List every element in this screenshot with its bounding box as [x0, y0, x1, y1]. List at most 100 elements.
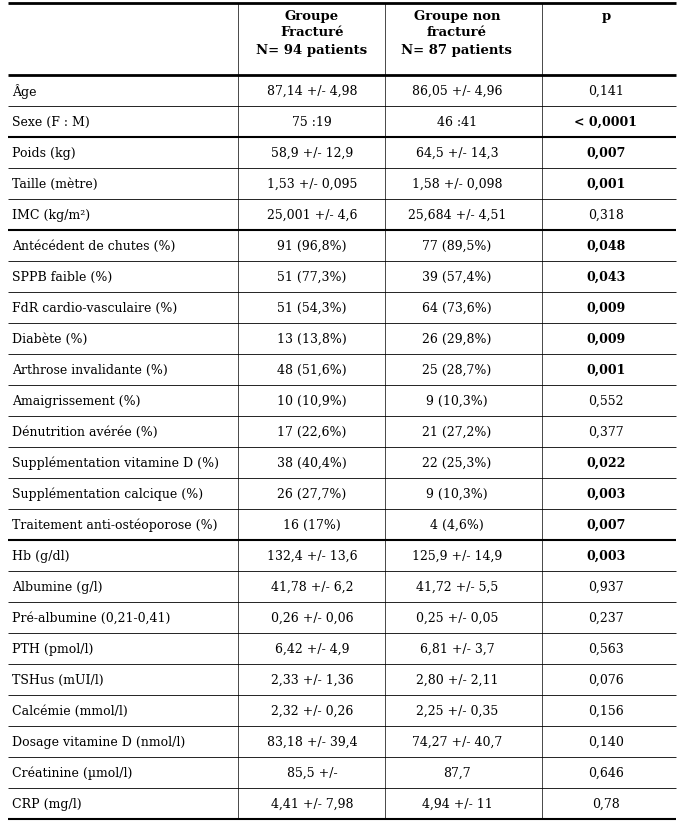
Text: Poids (kg): Poids (kg): [12, 147, 76, 160]
Text: 9 (10,3%): 9 (10,3%): [426, 487, 488, 500]
Text: 0,26 +/- 0,06: 0,26 +/- 0,06: [271, 611, 353, 624]
Text: 87,7: 87,7: [443, 766, 471, 779]
Text: SPPB faible (%): SPPB faible (%): [12, 270, 112, 284]
Text: Groupe: Groupe: [285, 10, 339, 23]
Text: 10 (10,9%): 10 (10,9%): [277, 394, 347, 408]
Text: 26 (29,8%): 26 (29,8%): [422, 332, 492, 346]
Text: FdR cardio-vasculaire (%): FdR cardio-vasculaire (%): [12, 302, 177, 314]
Text: 77 (89,5%): 77 (89,5%): [422, 240, 492, 253]
Text: 0,141: 0,141: [588, 85, 624, 98]
Text: Albumine (g/l): Albumine (g/l): [12, 581, 103, 593]
Text: 0,076: 0,076: [588, 673, 624, 686]
Text: 25,001 +/- 4,6: 25,001 +/- 4,6: [267, 208, 357, 222]
Text: 91 (96,8%): 91 (96,8%): [277, 240, 347, 253]
Text: 0,937: 0,937: [588, 581, 624, 593]
Text: 0,563: 0,563: [588, 643, 624, 655]
Text: Diabète (%): Diabète (%): [12, 332, 88, 346]
Text: 0,003: 0,003: [586, 549, 625, 562]
Text: 39 (57,4%): 39 (57,4%): [422, 270, 492, 284]
Text: 51 (77,3%): 51 (77,3%): [277, 270, 347, 284]
Text: 4 (4,6%): 4 (4,6%): [430, 519, 484, 532]
Text: 0,156: 0,156: [588, 704, 624, 717]
Text: 0,646: 0,646: [588, 766, 624, 779]
Text: 51 (54,3%): 51 (54,3%): [277, 302, 347, 314]
Text: 2,80 +/- 2,11: 2,80 +/- 2,11: [416, 673, 498, 686]
Text: 6,42 +/- 4,9: 6,42 +/- 4,9: [275, 643, 350, 655]
Text: 58,9 +/- 12,9: 58,9 +/- 12,9: [271, 147, 353, 160]
Text: 74,27 +/- 40,7: 74,27 +/- 40,7: [412, 735, 502, 748]
Text: 0,003: 0,003: [586, 487, 625, 500]
Text: 0,022: 0,022: [586, 457, 626, 470]
Text: 22 (25,3%): 22 (25,3%): [422, 457, 492, 470]
Text: 41,72 +/- 5,5: 41,72 +/- 5,5: [416, 581, 498, 593]
Text: 16 (17%): 16 (17%): [283, 519, 341, 532]
Text: 2,32 +/- 0,26: 2,32 +/- 0,26: [271, 704, 353, 717]
Text: fracturé: fracturé: [427, 26, 487, 39]
Text: 4,94 +/- 11: 4,94 +/- 11: [421, 797, 492, 810]
Text: 83,18 +/- 39,4: 83,18 +/- 39,4: [267, 735, 357, 748]
Text: IMC (kg/m²): IMC (kg/m²): [12, 208, 90, 222]
Text: Traitement anti-ostéoporose (%): Traitement anti-ostéoporose (%): [12, 519, 218, 532]
Text: Dénutrition avérée (%): Dénutrition avérée (%): [12, 425, 157, 438]
Text: 0,009: 0,009: [586, 332, 625, 346]
Text: 132,4 +/- 13,6: 132,4 +/- 13,6: [267, 549, 357, 562]
Text: Calcémie (mmol/l): Calcémie (mmol/l): [12, 704, 128, 717]
Text: 0,001: 0,001: [586, 364, 626, 376]
Text: 1,53 +/- 0,095: 1,53 +/- 0,095: [267, 178, 357, 191]
Text: 0,237: 0,237: [588, 611, 624, 624]
Text: Antécédent de chutes (%): Antécédent de chutes (%): [12, 240, 175, 253]
Text: Amaigrissement (%): Amaigrissement (%): [12, 394, 140, 408]
Text: 0,140: 0,140: [588, 735, 624, 748]
Text: Âge: Âge: [12, 84, 36, 99]
Text: 6,81 +/- 3,7: 6,81 +/- 3,7: [419, 643, 495, 655]
Text: 0,25 +/- 0,05: 0,25 +/- 0,05: [416, 611, 498, 624]
Text: 46 :41: 46 :41: [437, 116, 477, 129]
Text: 0,001: 0,001: [586, 178, 626, 191]
Text: Créatinine (µmol/l): Créatinine (µmol/l): [12, 766, 133, 779]
Text: 0,048: 0,048: [586, 240, 625, 253]
Text: Taille (mètre): Taille (mètre): [12, 178, 98, 191]
Text: 4,41 +/- 7,98: 4,41 +/- 7,98: [271, 797, 353, 810]
Text: Supplémentation calcique (%): Supplémentation calcique (%): [12, 487, 203, 500]
Text: 0,007: 0,007: [586, 519, 626, 532]
Text: 125,9 +/- 14,9: 125,9 +/- 14,9: [412, 549, 502, 562]
Text: < 0,0001: < 0,0001: [575, 116, 637, 129]
Text: N= 87 patients: N= 87 patients: [402, 44, 512, 57]
Text: CRP (mg/l): CRP (mg/l): [12, 797, 81, 810]
Text: 26 (27,7%): 26 (27,7%): [277, 487, 347, 500]
Text: 0,318: 0,318: [588, 208, 624, 222]
Text: 0,007: 0,007: [586, 147, 626, 160]
Text: 75 :19: 75 :19: [292, 116, 332, 129]
Text: 25,684 +/- 4,51: 25,684 +/- 4,51: [408, 208, 506, 222]
Text: p: p: [601, 10, 611, 23]
Text: 2,33 +/- 1,36: 2,33 +/- 1,36: [271, 673, 353, 686]
Text: 87,14 +/- 4,98: 87,14 +/- 4,98: [267, 85, 357, 98]
Text: 1,58 +/- 0,098: 1,58 +/- 0,098: [412, 178, 502, 191]
Text: Supplémentation vitamine D (%): Supplémentation vitamine D (%): [12, 457, 219, 470]
Text: Groupe non: Groupe non: [414, 10, 500, 23]
Text: 86,05 +/- 4,96: 86,05 +/- 4,96: [412, 85, 502, 98]
Text: 2,25 +/- 0,35: 2,25 +/- 0,35: [416, 704, 498, 717]
Text: 0,043: 0,043: [586, 270, 625, 284]
Text: 0,377: 0,377: [588, 425, 624, 438]
Text: Dosage vitamine D (nmol/l): Dosage vitamine D (nmol/l): [12, 735, 185, 748]
Text: 0,552: 0,552: [588, 394, 624, 408]
Text: 64,5 +/- 14,3: 64,5 +/- 14,3: [416, 147, 498, 160]
Text: Pré-albumine (0,21-0,41): Pré-albumine (0,21-0,41): [12, 611, 170, 624]
Text: 0,78: 0,78: [592, 797, 620, 810]
Text: 21 (27,2%): 21 (27,2%): [422, 425, 492, 438]
Text: 9 (10,3%): 9 (10,3%): [426, 394, 488, 408]
Text: N= 94 patients: N= 94 patients: [256, 44, 367, 57]
Text: 64 (73,6%): 64 (73,6%): [422, 302, 492, 314]
Text: Fracturé: Fracturé: [280, 26, 343, 39]
Text: 38 (40,4%): 38 (40,4%): [277, 457, 347, 470]
Text: 25 (28,7%): 25 (28,7%): [422, 364, 492, 376]
Text: 41,78 +/- 6,2: 41,78 +/- 6,2: [271, 581, 353, 593]
Text: 0,009: 0,009: [586, 302, 625, 314]
Text: TSHus (mUI/l): TSHus (mUI/l): [12, 673, 103, 686]
Text: Hb (g/dl): Hb (g/dl): [12, 549, 70, 562]
Text: PTH (pmol/l): PTH (pmol/l): [12, 643, 94, 655]
Text: 17 (22,6%): 17 (22,6%): [277, 425, 347, 438]
Text: 13 (13,8%): 13 (13,8%): [277, 332, 347, 346]
Text: Sexe (F : M): Sexe (F : M): [12, 116, 90, 129]
